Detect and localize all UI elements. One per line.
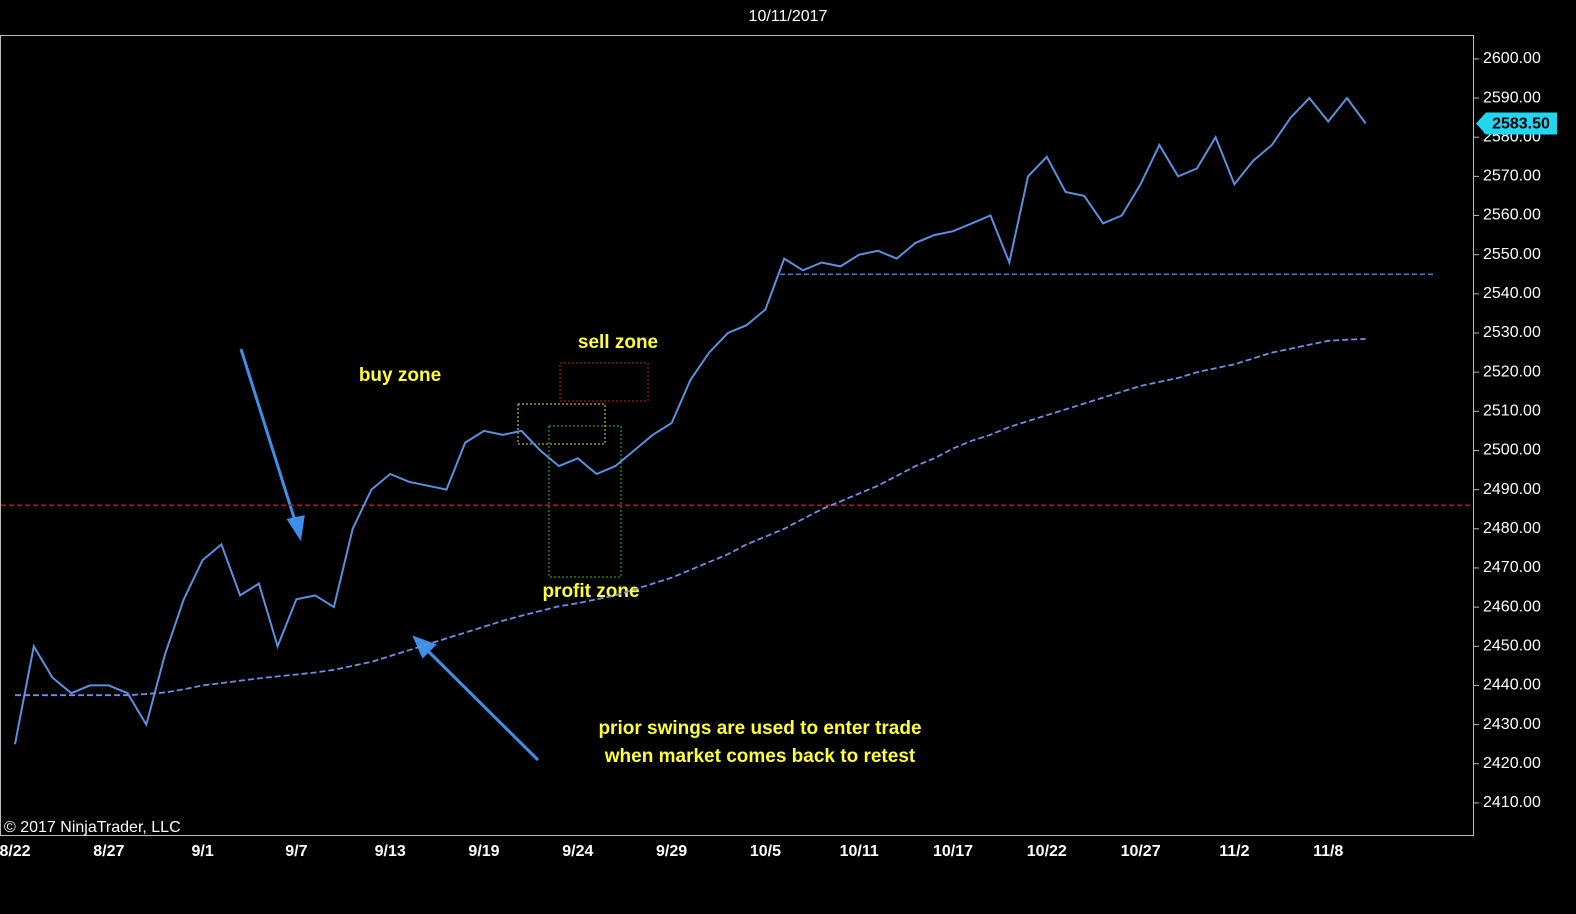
x-tick-label: 9/19 [468, 843, 499, 860]
y-tick-label: 2450.00 [1483, 637, 1541, 654]
y-tick-label: 2600.00 [1483, 50, 1541, 67]
y-tick-label: 2540.00 [1483, 285, 1541, 302]
y-tick-label: 2550.00 [1483, 246, 1541, 263]
series-line [15, 338, 1366, 697]
chart-title: 10/11/2017 [749, 8, 828, 25]
arrow [239, 348, 298, 525]
y-tick-label: 2460.00 [1483, 598, 1541, 615]
x-tick-label: 10/5 [750, 843, 781, 860]
y-tick-label: 2560.00 [1483, 207, 1541, 224]
arrow-head [286, 515, 305, 542]
arrows [239, 348, 540, 762]
x-tick-label: 10/22 [1027, 843, 1067, 860]
y-tick-label: 2430.00 [1483, 716, 1541, 733]
x-tick-label: 10/11 [840, 843, 879, 860]
x-tick-label: 9/13 [375, 843, 406, 860]
y-tick-label: 2520.00 [1483, 363, 1541, 380]
y-tick-label: 2440.00 [1483, 677, 1541, 694]
x-tick-label: 8/27 [93, 843, 124, 860]
sell-zone-box [559, 362, 649, 402]
last-price-label: 2583.50 [1492, 116, 1550, 133]
annotation: profit zone [542, 581, 639, 602]
y-tick-label: 2510.00 [1483, 403, 1541, 420]
y-tick-label: 2410.00 [1483, 794, 1541, 811]
x-tick-label: 10/17 [933, 843, 973, 860]
x-tick-label: 9/29 [656, 843, 687, 860]
annotation: sell zone [578, 332, 658, 353]
y-tick-label: 2590.00 [1483, 89, 1541, 106]
plot-frame [0, 35, 1474, 836]
annotation: prior swings are used to enter trade [598, 718, 921, 739]
copyright: © 2017 NinjaTrader, LLC [4, 819, 181, 836]
y-tick-label: 2480.00 [1483, 520, 1541, 537]
x-tick-label: 9/24 [562, 843, 593, 860]
buy-zone-box [517, 403, 606, 445]
y-tick-label: 2420.00 [1483, 755, 1541, 772]
y-tick-label: 2570.00 [1483, 168, 1541, 185]
x-tick-label: 9/1 [191, 843, 213, 860]
x-tick-label: 10/27 [1121, 843, 1161, 860]
y-tick-label: 2470.00 [1483, 559, 1541, 576]
y-tick-label: 2530.00 [1483, 324, 1541, 341]
profit-zone-box [548, 425, 622, 578]
x-tick-label: 11/2 [1219, 843, 1249, 860]
y-tick-label: 2490.00 [1483, 481, 1541, 498]
x-tick-label: 8/22 [0, 843, 31, 860]
arrow [423, 646, 540, 762]
annotation: buy zone [359, 365, 441, 386]
y-tick-label: 2500.00 [1483, 442, 1541, 459]
x-tick-label: 11/8 [1313, 843, 1343, 860]
x-tick-label: 9/7 [285, 843, 307, 860]
annotation: when market comes back to retest [604, 746, 916, 767]
series-line [14, 96, 1367, 745]
last-price-box [1476, 112, 1557, 135]
